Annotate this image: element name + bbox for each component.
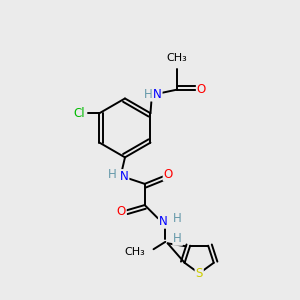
Text: H: H — [173, 212, 182, 225]
Text: H: H — [173, 232, 182, 245]
Text: N: N — [159, 215, 168, 228]
Text: S: S — [196, 267, 203, 280]
Text: O: O — [197, 83, 206, 96]
Text: H: H — [144, 88, 153, 100]
Text: O: O — [116, 205, 126, 218]
Text: CH₃: CH₃ — [125, 247, 146, 257]
Text: H: H — [108, 168, 117, 181]
Text: N: N — [120, 170, 128, 183]
Text: CH₃: CH₃ — [167, 52, 187, 62]
Text: Cl: Cl — [73, 107, 85, 120]
Text: N: N — [153, 88, 162, 100]
Text: O: O — [164, 168, 173, 181]
